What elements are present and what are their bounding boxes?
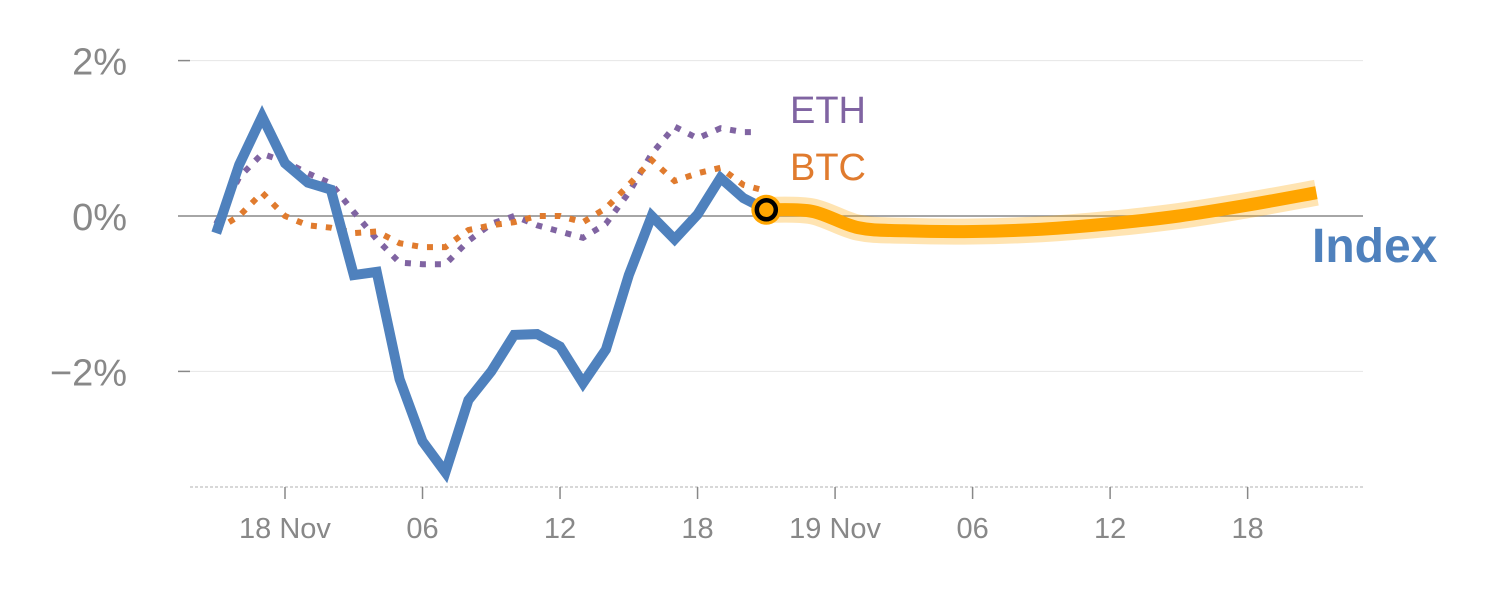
x-tick-label: 12 bbox=[544, 513, 576, 545]
series-label-btc: BTC bbox=[790, 147, 866, 189]
current-marker bbox=[754, 198, 779, 222]
series-label-eth: ETH bbox=[790, 90, 866, 132]
y-tick-label: 2% bbox=[72, 42, 127, 84]
x-tick-label: 18 bbox=[681, 513, 713, 545]
series-label-index: Index bbox=[1312, 220, 1438, 273]
x-tick-label: 18 bbox=[1232, 513, 1264, 545]
x-tick-label: 12 bbox=[1094, 513, 1126, 545]
series-layer bbox=[211, 104, 1319, 484]
x-tick-label: 19 Nov bbox=[789, 513, 881, 545]
x-tick-label: 06 bbox=[406, 513, 438, 545]
y-tick-label: −2% bbox=[50, 352, 127, 394]
labels-layer: 2% 0% −2% 18 Nov 06 12 18 19 Nov 06 12 18 ETH BTC Ind… bbox=[50, 42, 1438, 545]
series-line-index bbox=[211, 104, 769, 484]
series-line-btc bbox=[214, 155, 768, 251]
x-tick-label: 18 Nov bbox=[239, 513, 331, 545]
x-tick-label: 06 bbox=[956, 513, 988, 545]
y-tick-label: 0% bbox=[72, 197, 127, 239]
forecast-line bbox=[766, 186, 1318, 239]
